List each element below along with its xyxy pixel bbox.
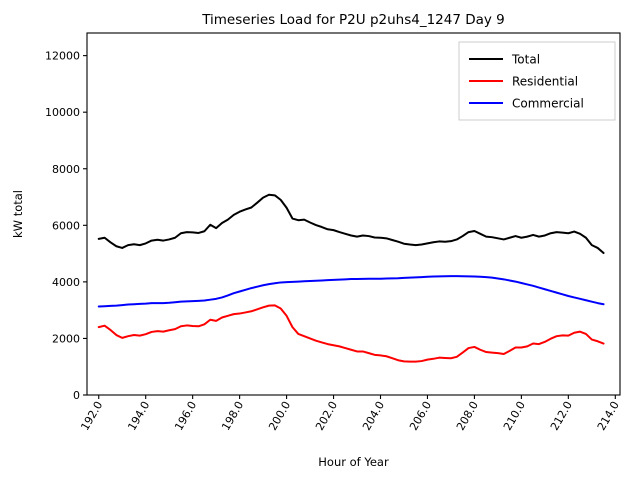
legend-label-commercial: Commercial <box>512 97 584 111</box>
series-line-total <box>97 193 605 255</box>
chart-title: Timeseries Load for P2U p2uhs4_1247 Day … <box>201 12 505 28</box>
y-tick-label: 2000 <box>52 332 80 345</box>
y-tick-label: 8000 <box>52 163 80 176</box>
y-tick-label: 0 <box>73 389 80 402</box>
y-tick-label: 6000 <box>52 219 80 232</box>
data-series-group <box>97 193 605 363</box>
y-tick-label: 4000 <box>52 276 80 289</box>
y-tick-label: 10000 <box>45 106 80 119</box>
y-axis-label: kW total <box>11 190 25 238</box>
series-line-residential <box>97 304 605 363</box>
legend-label-residential: Residential <box>512 75 578 89</box>
chart-legend: Total Residential Commercial <box>458 41 616 121</box>
legend-label-total: Total <box>511 53 540 67</box>
series-line-commercial <box>97 275 605 308</box>
y-tick-label: 12000 <box>45 50 80 63</box>
y-axis-ticks: 0 2000 4000 6000 8000 10000 12000 <box>45 50 87 402</box>
plot-area-frame <box>86 32 621 396</box>
x-axis-label: Hour of Year <box>318 455 389 469</box>
